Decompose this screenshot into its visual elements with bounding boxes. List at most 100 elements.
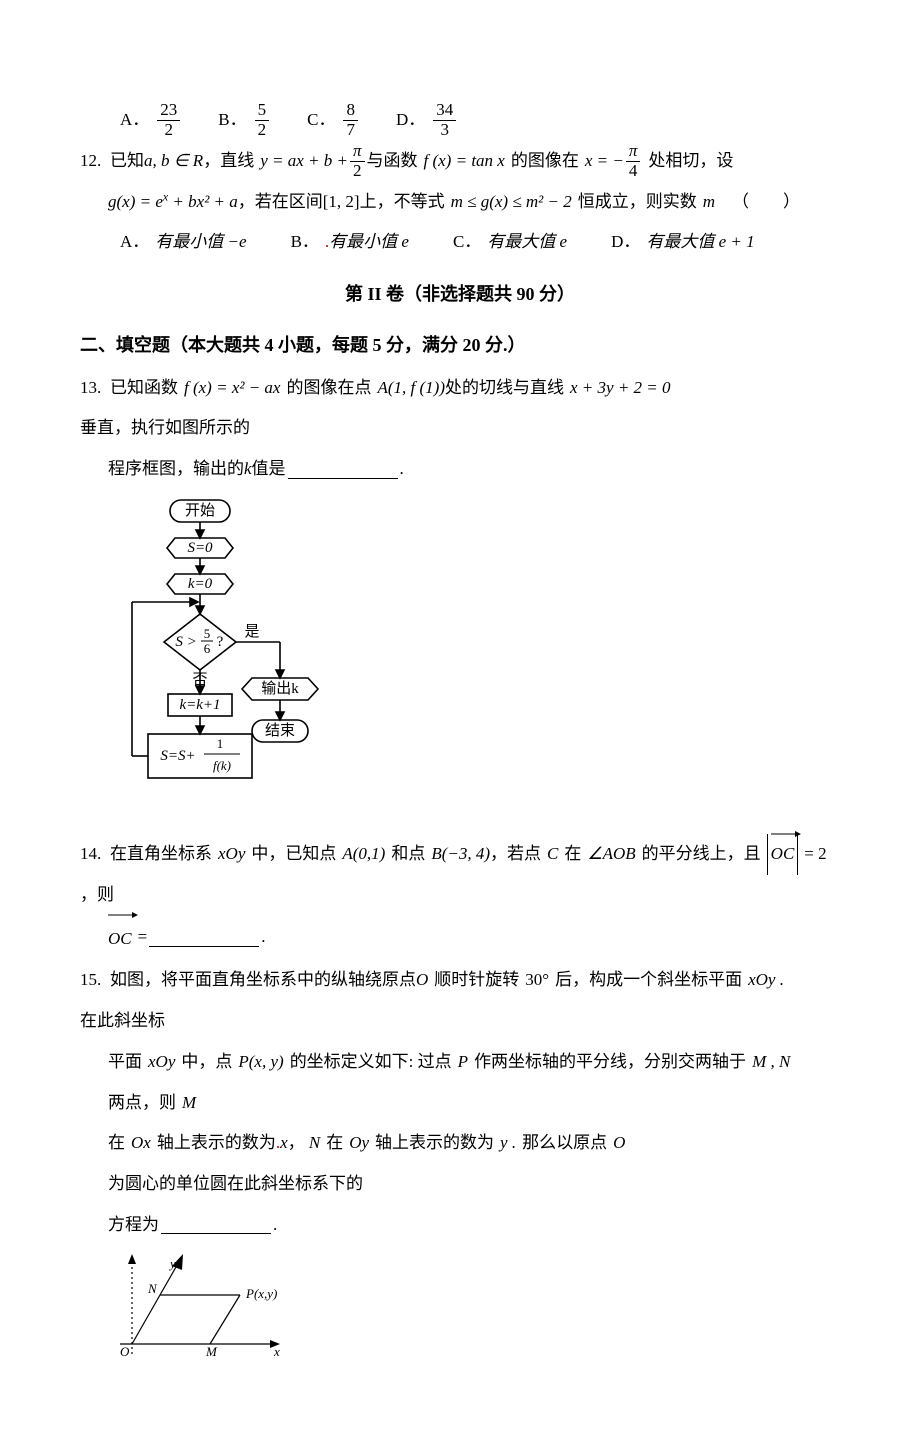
svg-text:M: M xyxy=(205,1344,218,1359)
q15-line2: 平面 xOy 中，点 P(x, y) 的坐标定义如下: 过点 P 作两坐标轴的平… xyxy=(80,1042,840,1124)
text: 的图像在 xyxy=(511,141,579,182)
period: . xyxy=(273,1205,277,1246)
q13-line2: 程序框图，输出的 k 值是 . xyxy=(80,449,840,490)
frac-num: 34 xyxy=(433,101,456,121)
question-number: 14. xyxy=(80,834,110,875)
math: x xyxy=(280,1123,288,1164)
text: 值是 xyxy=(252,449,286,490)
q12-option-a: A．有最小值 −e xyxy=(120,222,247,263)
text: ，若点 xyxy=(490,834,541,875)
math: a, b ∈ R xyxy=(144,141,203,182)
option-text: 有最大值 e + 1 xyxy=(646,222,754,263)
q14-line2: OC = . xyxy=(80,915,840,960)
period: . xyxy=(400,449,404,490)
fraction: 8 7 xyxy=(343,101,358,139)
q12-line2: g(x) = ex + bx² + a ，若在区间 [1, 2] 上，不等式 m… xyxy=(80,182,840,223)
math: O xyxy=(613,1123,625,1164)
text: 垂直，执行如图所示的 xyxy=(80,408,250,449)
math: B(−3, 4) xyxy=(431,834,490,875)
frac-num: π xyxy=(626,142,641,162)
svg-text:y: y xyxy=(168,1256,176,1271)
math: ∠AOB xyxy=(587,834,635,875)
math: A(0,1) xyxy=(342,834,385,875)
vector-oc: OC xyxy=(108,915,132,960)
text: 程序框图，输出的 xyxy=(108,449,244,490)
skew-svg: y x O N M P(x,y) xyxy=(110,1254,290,1364)
math: xOy xyxy=(218,834,245,875)
text: 在 xyxy=(564,834,581,875)
flowchart-svg: 开始 S=0 k=0 S > 5 6 ? 是 否 输出k 结束 k=k+1 S=… xyxy=(120,498,330,808)
q11-option-a: A． 23 2 xyxy=(120,100,182,141)
frac-den: 4 xyxy=(626,162,641,181)
text: 上，不等式 xyxy=(360,182,445,223)
abs-value: OC xyxy=(767,834,799,875)
question-number: 13. xyxy=(80,368,110,409)
q12-option-d: D．有最大值 e + 1 xyxy=(611,222,755,263)
q15-line3: 在 Ox 轴上表示的数为 . x ， N 在 Oy 轴上表示的数为 y . 那么… xyxy=(80,1123,840,1205)
math: A(1, f (1)) xyxy=(377,368,445,409)
math: O xyxy=(416,960,428,1001)
option-text: 有最小值 −e xyxy=(155,222,246,263)
svg-text:输出k: 输出k xyxy=(261,680,299,697)
option-label: D． xyxy=(396,100,425,141)
text: 作两坐标轴的平分线，分别交两轴于 xyxy=(474,1042,746,1083)
q11-option-b: B． 5 2 xyxy=(218,100,271,141)
option-label: B． xyxy=(218,100,246,141)
math: = 2 xyxy=(804,834,826,875)
math: f (x) = x² − ax xyxy=(184,368,280,409)
option-label: C． xyxy=(453,222,481,263)
svg-text:6: 6 xyxy=(204,641,211,656)
text: 的图像在点 xyxy=(286,368,371,409)
math: P xyxy=(458,1042,468,1083)
period: . xyxy=(261,917,265,958)
math: OC xyxy=(108,929,132,948)
text: ，若在区间 xyxy=(238,182,323,223)
math: OC xyxy=(771,844,795,863)
q13-flowchart: 开始 S=0 k=0 S > 5 6 ? 是 否 输出k 结束 k=k+1 S=… xyxy=(120,498,840,824)
fraction: π 4 xyxy=(626,142,641,180)
text: 和点 xyxy=(391,834,425,875)
text: 轴上表示的数为 xyxy=(375,1123,494,1164)
math: x = − xyxy=(585,141,624,182)
option-label: B． xyxy=(291,222,319,263)
text: 在 xyxy=(326,1123,343,1164)
svg-text:S >: S > xyxy=(175,634,196,650)
text: 与函数 xyxy=(367,141,418,182)
text: ，则 xyxy=(80,875,114,916)
text: 为圆心的单位圆在此斜坐标系下的 xyxy=(108,1164,363,1205)
text: 顺时针旋转 xyxy=(434,960,519,1001)
fill-blank xyxy=(149,929,259,947)
text: ， xyxy=(288,1123,305,1164)
q11-option-c: C． 8 7 xyxy=(307,100,360,141)
math: y . xyxy=(500,1123,516,1164)
svg-text:?: ? xyxy=(217,634,224,650)
paren-blank: （ ） xyxy=(732,182,800,223)
fill-blank xyxy=(288,461,398,479)
text: 的平分线上，且 xyxy=(642,834,761,875)
q11-options: A． 23 2 B． 5 2 C． 8 7 D． 34 3 xyxy=(80,100,840,141)
q12-option-b: B．.有最小值 e xyxy=(291,222,409,263)
svg-text:f(k): f(k) xyxy=(213,758,231,773)
math: C xyxy=(547,834,558,875)
question-number: 12. xyxy=(80,141,110,182)
q12-line1: 12. 已知 a, b ∈ R ，直线 y = ax + b + π 2 与函数… xyxy=(80,141,840,182)
svg-text:N: N xyxy=(147,1281,158,1296)
q12-options: A．有最小值 −e B．.有最小值 e C．有最大值 e D．有最大值 e + … xyxy=(80,222,840,263)
question-number: 15. xyxy=(80,960,110,1001)
svg-text:结束: 结束 xyxy=(265,722,295,739)
math: k xyxy=(244,449,252,490)
math: f (x) = tan x xyxy=(424,141,505,182)
math: P(x, y) xyxy=(238,1042,283,1083)
text: 已知 xyxy=(110,141,144,182)
part2-title: 第 II 卷（非选择题共 90 分） xyxy=(80,273,840,316)
option-label: A． xyxy=(120,222,149,263)
svg-text:k=0: k=0 xyxy=(188,576,213,592)
math: M , N xyxy=(752,1042,790,1083)
svg-text:P(x,y): P(x,y) xyxy=(245,1286,277,1301)
q15-diagram: y x O N M P(x,y) xyxy=(110,1254,840,1380)
math: = xyxy=(138,917,148,958)
frac-den: 2 xyxy=(162,121,177,140)
q12-option-c: C．有最大值 e xyxy=(453,222,567,263)
math: M xyxy=(182,1083,196,1124)
svg-text:5: 5 xyxy=(204,626,211,641)
